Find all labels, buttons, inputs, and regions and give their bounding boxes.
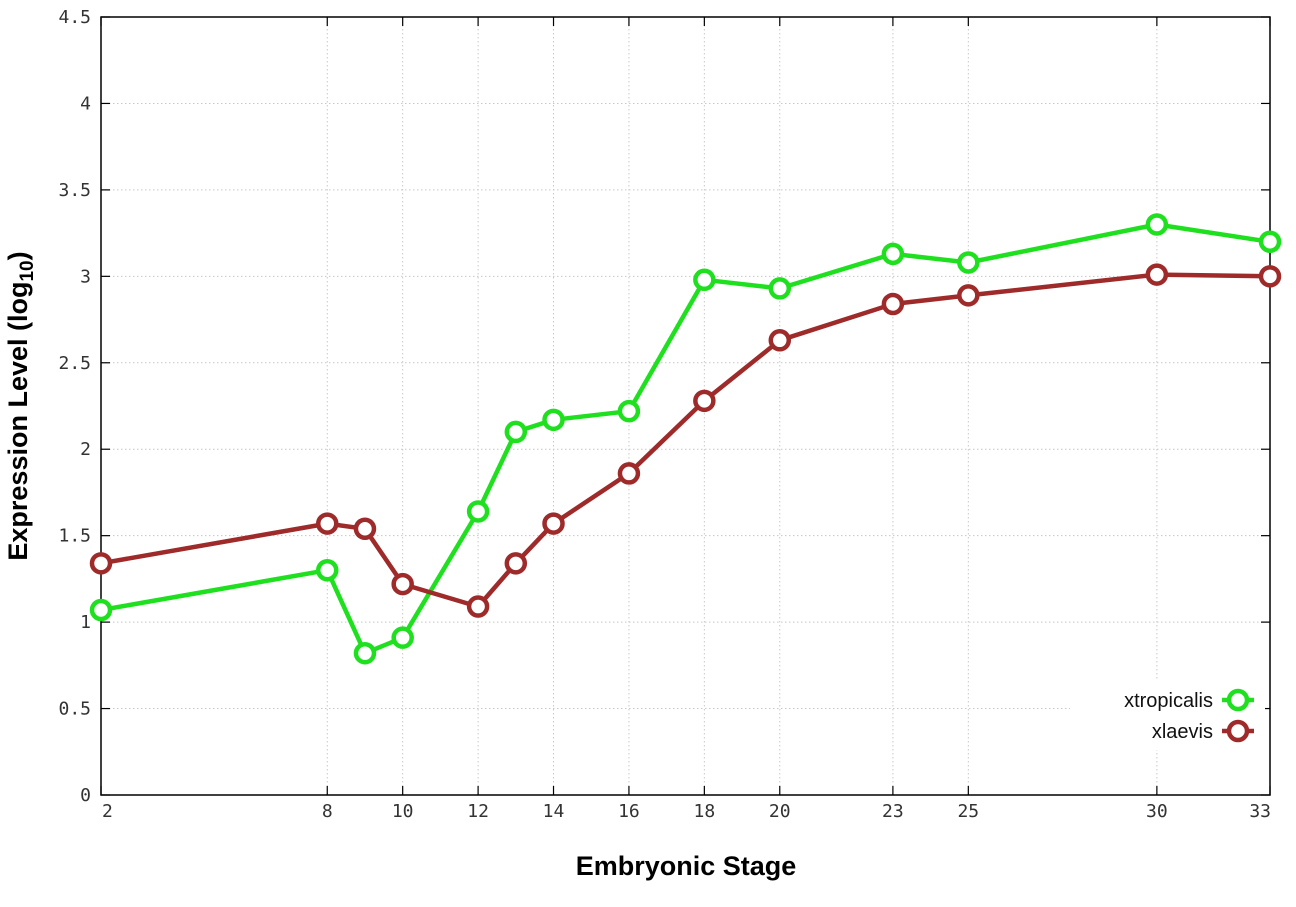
- x-tick-label: 25: [957, 801, 979, 822]
- legend-swatch-marker: [1226, 719, 1250, 743]
- series-xtropicalis: [89, 213, 1282, 665]
- data-point: [1145, 213, 1169, 236]
- x-tick-label: 33: [1249, 801, 1271, 822]
- data-point: [1145, 263, 1169, 286]
- data-point: [881, 292, 905, 316]
- y-axis-title-main: Expression Level (log: [3, 282, 33, 561]
- data-point: [504, 420, 528, 444]
- grid: [101, 17, 1270, 795]
- data-point: [617, 462, 641, 485]
- y-tick-label: 3.5: [58, 180, 91, 201]
- data-point: [957, 251, 980, 274]
- data-point: [353, 641, 377, 665]
- x-tick-label: 8: [322, 801, 333, 822]
- plot-area-frame: [100, 16, 1271, 796]
- x-tick-label: 10: [392, 801, 414, 822]
- y-tick-label: 4.5: [58, 7, 91, 28]
- data-point: [542, 408, 565, 432]
- series-line: [100, 222, 1271, 656]
- legend-swatch-marker: [1226, 688, 1250, 712]
- x-tick-label: 23: [882, 801, 904, 822]
- y-axis-title-subscript: 10: [17, 260, 38, 281]
- y-tick-label: 0: [80, 785, 91, 806]
- x-tick-label: 2: [102, 801, 113, 822]
- data-point: [316, 558, 339, 582]
- data-point: [89, 598, 113, 622]
- y-tick-label: 1: [80, 612, 91, 633]
- data-point: [542, 512, 565, 535]
- data-point: [881, 242, 905, 266]
- y-axis-title: Expression Level (log10): [3, 251, 38, 560]
- y-tick-label: 2: [80, 439, 91, 460]
- y-tick-label: 0.5: [58, 699, 91, 720]
- data-point: [693, 389, 716, 413]
- data-point: [768, 277, 792, 300]
- data-point: [391, 572, 414, 596]
- data-point: [957, 284, 980, 307]
- data-point: [768, 329, 792, 352]
- data-point: [1258, 230, 1282, 254]
- data-point: [391, 626, 414, 649]
- x-tick-label: 14: [543, 801, 565, 822]
- data-point: [316, 512, 339, 535]
- data-point: [353, 517, 377, 541]
- data-point: [693, 268, 716, 292]
- y-tick-label: 1.5: [58, 526, 91, 547]
- data-point: [89, 552, 113, 575]
- data-point: [1258, 265, 1282, 288]
- y-tick-label: 2.5: [58, 353, 91, 374]
- series-xlaevis: [89, 263, 1282, 618]
- x-tick-label: 30: [1146, 801, 1168, 822]
- data-point: [466, 595, 490, 618]
- x-tick-label: 16: [618, 801, 640, 822]
- legend-label: xtropicalis: [1124, 690, 1213, 712]
- series-group: [89, 213, 1282, 665]
- x-tick-label: 20: [769, 801, 791, 822]
- data-point: [504, 552, 528, 575]
- x-axis-title: Embryonic Stage: [576, 851, 797, 881]
- data-point: [466, 500, 490, 523]
- y-axis-title-close: ): [3, 251, 33, 260]
- legend: xtropicalis xlaevis: [1070, 680, 1265, 750]
- legend-label: xlaevis: [1152, 721, 1213, 743]
- series-line: [100, 272, 1271, 609]
- y-tick-label: 4: [80, 93, 91, 114]
- x-tick-label: 18: [694, 801, 716, 822]
- data-point: [617, 399, 641, 423]
- axis-ticks: 0 0.5 1 1.5 2 2.5 3 3.5 4 4.5 2 8 10 12 14 16 18 20 23 25 30…: [58, 7, 1271, 822]
- y-tick-label: 3: [80, 266, 91, 287]
- x-tick-label: 12: [467, 801, 489, 822]
